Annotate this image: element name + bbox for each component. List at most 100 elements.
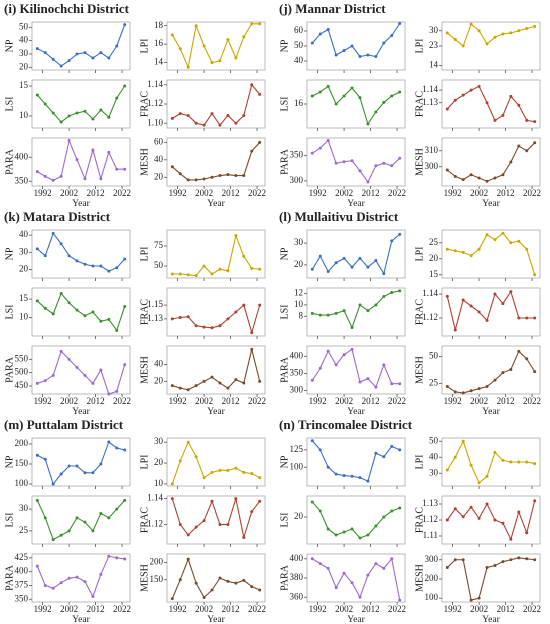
data-point bbox=[398, 289, 402, 293]
y-tick-label: 30 bbox=[294, 237, 304, 247]
y-tick-label: 30 bbox=[429, 467, 439, 477]
data-point bbox=[445, 247, 449, 251]
y-tick-label: 50 bbox=[154, 260, 164, 270]
x-tick-label: 1992 bbox=[309, 396, 327, 406]
data-point bbox=[390, 291, 394, 295]
y-tick-label: 350 bbox=[15, 593, 29, 603]
y-axis-label: NP bbox=[279, 247, 290, 260]
x-tick-label: 2002 bbox=[195, 604, 213, 614]
y-tick-label: 50 bbox=[294, 40, 304, 50]
data-point bbox=[59, 120, 63, 124]
data-point bbox=[75, 158, 79, 162]
data-point bbox=[374, 385, 378, 389]
y-axis-label: PARA bbox=[279, 564, 290, 591]
x-tick-label: 2022 bbox=[388, 188, 406, 198]
data-point bbox=[366, 53, 370, 57]
data-point bbox=[202, 325, 206, 329]
data-point bbox=[170, 317, 174, 321]
data-point bbox=[186, 65, 190, 69]
x-tick-label: 1992 bbox=[34, 396, 52, 406]
data-point bbox=[43, 51, 47, 55]
y-axis-label: LSI bbox=[279, 97, 290, 112]
data-point bbox=[326, 313, 330, 317]
y-axis-label: MESH bbox=[414, 148, 425, 176]
data-point bbox=[83, 262, 87, 266]
y-axis-label: LPI bbox=[139, 39, 150, 54]
data-point bbox=[358, 536, 362, 540]
data-point bbox=[194, 324, 198, 328]
data-point bbox=[366, 122, 370, 126]
data-point bbox=[477, 387, 481, 391]
data-point bbox=[51, 57, 55, 61]
data-point bbox=[318, 366, 322, 370]
data-point bbox=[83, 177, 87, 181]
data-point bbox=[398, 156, 402, 160]
panel-frame bbox=[306, 437, 406, 487]
panel-frame bbox=[166, 553, 266, 603]
x-axis-label: Year bbox=[347, 199, 365, 209]
data-point bbox=[509, 290, 513, 294]
data-point bbox=[258, 140, 262, 144]
data-point bbox=[453, 174, 457, 178]
y-tick-label: 150 bbox=[15, 458, 29, 468]
data-point bbox=[469, 463, 473, 467]
data-point bbox=[461, 391, 465, 395]
data-point bbox=[59, 174, 63, 178]
data-point bbox=[310, 267, 314, 271]
data-line bbox=[37, 24, 126, 67]
x-axis-label: Year bbox=[482, 615, 500, 624]
data-point bbox=[501, 560, 505, 564]
x-axis-label: Year bbox=[482, 407, 500, 417]
data-point bbox=[99, 511, 103, 515]
data-point bbox=[334, 533, 338, 537]
data-point bbox=[334, 161, 338, 165]
data-point bbox=[194, 581, 198, 585]
data-point bbox=[226, 317, 230, 321]
x-tick-label: 2022 bbox=[248, 396, 266, 406]
panel-frame bbox=[441, 437, 541, 487]
data-point bbox=[517, 349, 521, 353]
data-point bbox=[477, 247, 481, 251]
data-point bbox=[509, 460, 513, 464]
x-tick-label: 1992 bbox=[444, 396, 462, 406]
y-tick-label: 18 bbox=[154, 20, 164, 30]
data-point bbox=[107, 269, 111, 273]
data-point bbox=[258, 267, 262, 271]
x-tick-label: 2012 bbox=[87, 604, 105, 614]
y-tick-label: 50 bbox=[19, 21, 29, 31]
data-point bbox=[485, 385, 489, 389]
data-point bbox=[366, 573, 370, 577]
data-point bbox=[398, 506, 402, 510]
panel-frame bbox=[31, 345, 131, 395]
data-point bbox=[51, 178, 55, 182]
y-tick-label: 50 bbox=[429, 435, 439, 445]
panel-frame bbox=[31, 137, 131, 187]
data-point bbox=[35, 93, 39, 97]
data-point bbox=[493, 450, 497, 454]
data-point bbox=[234, 581, 238, 585]
data-point bbox=[210, 175, 214, 179]
data-point bbox=[35, 453, 39, 457]
data-point bbox=[234, 121, 238, 125]
data-point bbox=[226, 468, 230, 472]
y-tick-label: 30 bbox=[154, 436, 164, 446]
data-point bbox=[326, 269, 330, 273]
data-point bbox=[186, 114, 190, 118]
data-point bbox=[326, 465, 330, 469]
y-tick-label: 40 bbox=[429, 451, 439, 461]
data-point bbox=[218, 123, 222, 127]
data-point bbox=[35, 498, 39, 502]
y-tick-label: 100 bbox=[290, 461, 304, 471]
y-tick-label: 350 bbox=[290, 367, 304, 377]
data-point bbox=[517, 460, 521, 464]
data-point bbox=[517, 556, 521, 560]
data-point bbox=[390, 94, 394, 98]
data-point bbox=[59, 64, 63, 68]
y-axis-label: LSI bbox=[279, 513, 290, 528]
y-tick-label: 60 bbox=[294, 25, 304, 35]
y-axis-label: LPI bbox=[139, 455, 150, 470]
y-tick-label: 550 bbox=[15, 353, 29, 363]
data-point bbox=[366, 309, 370, 313]
data-point bbox=[250, 83, 254, 87]
panel-frame bbox=[306, 79, 406, 129]
